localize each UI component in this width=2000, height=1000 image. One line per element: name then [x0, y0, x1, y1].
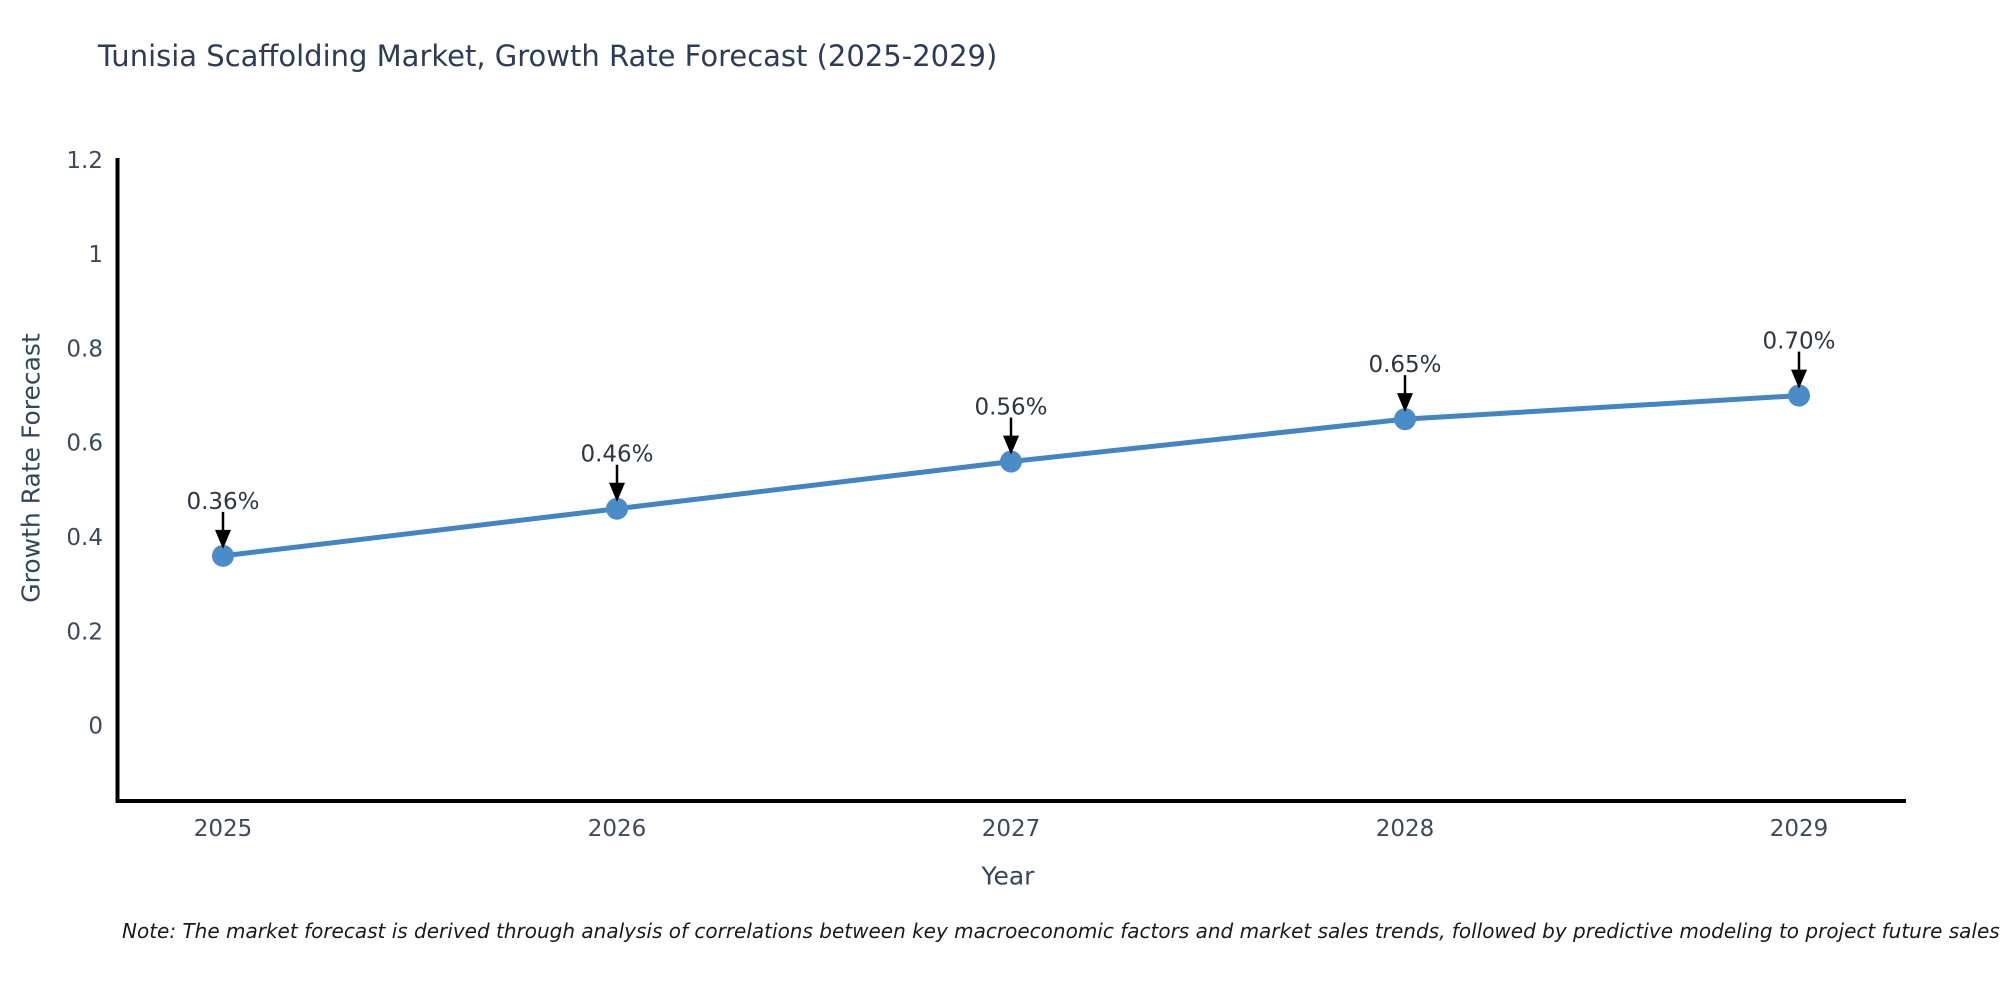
point-value-label: 0.46% — [580, 442, 653, 468]
point-value-label: 0.56% — [974, 395, 1047, 421]
y-tick-label: 0.6 — [66, 431, 103, 457]
y-tick-label: 1.2 — [66, 148, 103, 174]
annotation-arrowhead — [1397, 393, 1413, 413]
point-value-label: 0.36% — [186, 489, 259, 515]
annotation-arrowhead — [1003, 435, 1019, 455]
x-tick-label: 2028 — [1376, 816, 1435, 842]
x-axis-title: Year — [981, 861, 1035, 891]
y-tick-label: 0.2 — [66, 619, 103, 645]
y-tick-label: 1 — [88, 242, 103, 268]
annotation-arrowhead — [609, 482, 625, 502]
data-point-marker — [1000, 450, 1022, 473]
x-tick-label: 2026 — [588, 816, 647, 842]
data-point-marker — [606, 497, 628, 520]
data-point-marker — [212, 544, 234, 567]
x-tick-label: 2027 — [982, 816, 1041, 842]
x-tick-label: 2025 — [194, 816, 253, 842]
data-point-marker — [1394, 408, 1416, 431]
point-value-label: 0.65% — [1368, 352, 1441, 378]
x-tick-label: 2029 — [1770, 816, 1829, 842]
footnote: Note: The market forecast is derived thr… — [122, 919, 2000, 943]
y-tick-label: 0.4 — [66, 525, 103, 551]
chart-title: Tunisia Scaffolding Market, Growth Rate … — [98, 39, 998, 73]
y-tick-label: 0 — [88, 714, 103, 740]
annotation-arrowhead — [215, 529, 231, 549]
y-tick-label: 0.8 — [66, 336, 103, 362]
point-value-label: 0.70% — [1762, 329, 1835, 355]
data-point-marker — [1788, 384, 1810, 407]
annotation-arrowhead — [1791, 369, 1807, 389]
